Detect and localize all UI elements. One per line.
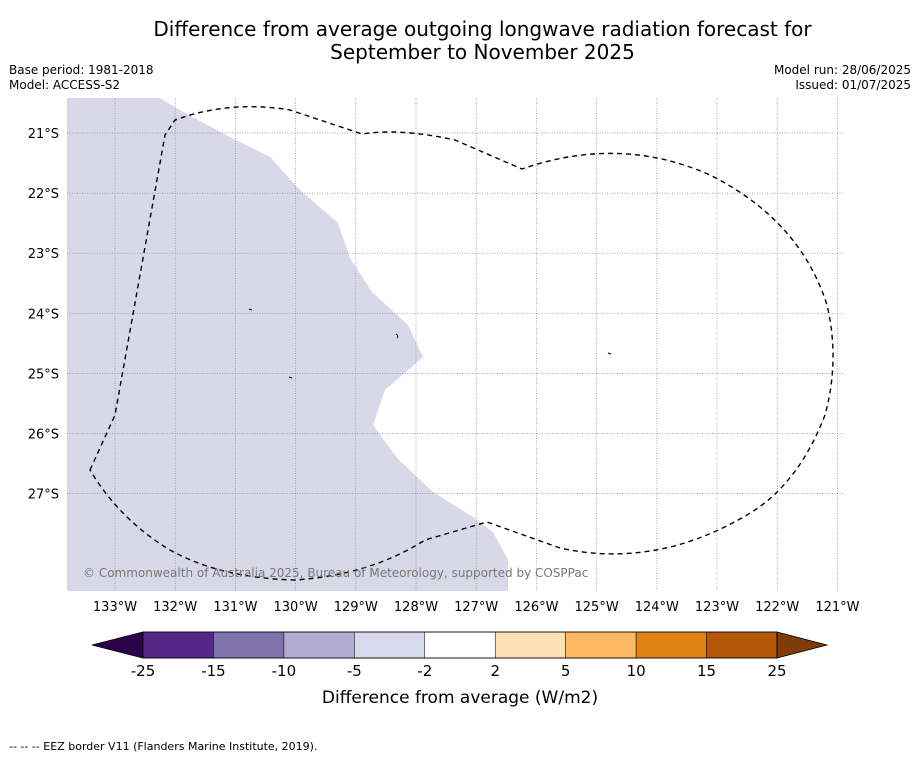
copyright-text: © Commonwealth of Australia 2025, Bureau… — [83, 566, 588, 580]
speck-2 — [395, 333, 399, 339]
latitude-label: 27°S — [28, 488, 59, 503]
latitude-label: 22°S — [28, 187, 59, 202]
latitude-label: 25°S — [28, 367, 59, 382]
colorbar-tick-label: -10 — [272, 662, 297, 680]
colorbar-segment — [494, 631, 566, 659]
colorbar: -25 -15 -10 -5 -2 2 5 10 15 25 — [91, 631, 829, 680]
colorbar-segment — [142, 631, 214, 659]
gridlines — [67, 98, 843, 591]
base-period-label: Base period: 1981-2018 — [9, 63, 154, 77]
longitude-label: 133°W — [93, 600, 137, 615]
colorbar-segment — [283, 631, 355, 659]
longitude-label: 128°W — [394, 600, 438, 615]
model-label: Model: ACCESS-S2 — [9, 78, 121, 92]
speck-3 — [288, 376, 293, 379]
colorbar-segment — [635, 631, 707, 659]
colorbar-tick-label: -15 — [201, 662, 226, 680]
anomaly-region-minus5-minus2 — [67, 98, 508, 591]
meta-left: Base period: 1981-2018 Model: ACCESS-S2 — [9, 63, 154, 93]
issued-label: Issued: 01/07/2025 — [795, 78, 911, 92]
title-line-2: September to November 2025 — [330, 40, 635, 64]
latitude-label: 21°S — [28, 127, 59, 142]
longitude-label: 131°W — [213, 600, 257, 615]
colorbar-segment — [213, 631, 285, 659]
title-line-1: Difference from average outgoing longwav… — [153, 17, 812, 41]
longitude-label: 121°W — [815, 600, 859, 615]
longitude-label: 127°W — [454, 600, 498, 615]
latitude-labels: 21°S 22°S 23°S 24°S 25°S 26°S 27°S — [28, 127, 59, 503]
latitude-label: 23°S — [28, 247, 59, 262]
longitude-labels: 133°W 132°W 131°W 130°W 129°W 128°W 127°W 126°W… — [93, 600, 860, 615]
colorbar-segment — [706, 631, 778, 659]
colorbar-segment — [565, 631, 637, 659]
colorbar-extend-low — [91, 631, 144, 659]
colorbar-tick-label: 5 — [561, 662, 571, 680]
speck-1 — [248, 308, 253, 311]
map-panel: © Commonwealth of Australia 2025, Bureau… — [67, 98, 843, 591]
colorbar-title: Difference from average (W/m2) — [322, 688, 598, 708]
latitude-label: 26°S — [28, 428, 59, 443]
colorbar-segment — [424, 631, 496, 659]
colorbar-tick-label: 15 — [697, 662, 716, 680]
colorbar-tick-label: 25 — [767, 662, 786, 680]
longitude-label: 130°W — [274, 600, 318, 615]
colorbar-extend-high — [776, 631, 829, 659]
colorbar-outline — [142, 631, 778, 659]
colorbar-tick-label: 10 — [627, 662, 646, 680]
speck-4 — [607, 352, 612, 355]
eez-border — [89, 105, 834, 581]
colorbar-segment — [354, 631, 426, 659]
longitude-label: 122°W — [755, 600, 799, 615]
longitude-label: 129°W — [334, 600, 378, 615]
latitude-label: 24°S — [28, 307, 59, 322]
map-title: Difference from average outgoing longwav… — [0, 18, 919, 64]
colorbar-tick-label: 2 — [490, 662, 500, 680]
meta-right: Model run: 28/06/2025 Issued: 01/07/2025 — [774, 63, 911, 93]
eez-footnote: -- -- -- EEZ border V11 (Flanders Marine… — [9, 740, 318, 753]
longitude-label: 126°W — [514, 600, 558, 615]
colorbar-tick-label: -2 — [417, 662, 432, 680]
colorbar-tick-label: -25 — [131, 662, 156, 680]
model-run-label: Model run: 28/06/2025 — [773, 63, 911, 77]
longitude-label: 123°W — [695, 600, 739, 615]
longitude-label: 124°W — [635, 600, 679, 615]
colorbar-tick-label: -5 — [347, 662, 362, 680]
longitude-label: 132°W — [153, 600, 197, 615]
longitude-label: 125°W — [575, 600, 619, 615]
